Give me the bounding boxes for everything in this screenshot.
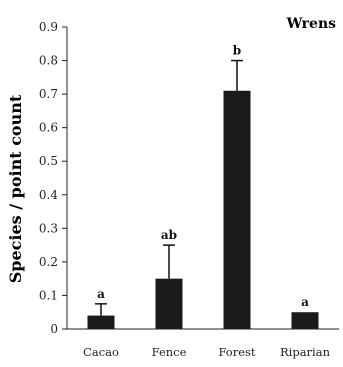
significance-label-cacao: a (97, 287, 105, 301)
x-category-label: Riparian (280, 345, 331, 359)
x-category-label: Forest (218, 345, 255, 359)
bars-group: a ab b a (87, 44, 319, 329)
y-tick-label: 0.6 (39, 121, 58, 135)
significance-label-forest: b (233, 44, 241, 58)
y-tick-label: 0.7 (39, 87, 58, 101)
y-tick-label: 0.5 (39, 154, 58, 168)
x-category-label: Fence (152, 345, 187, 359)
bar-cacao (87, 315, 115, 329)
x-category-label: Cacao (83, 345, 119, 359)
y-tick-label: 0 (50, 322, 58, 336)
y-tick-label: 0.9 (39, 20, 58, 34)
y-tick-label: 0.4 (39, 188, 58, 202)
y-tick-label: 0.2 (39, 255, 58, 269)
y-tick-label: 0.3 (39, 221, 58, 235)
chart-title: Wrens (286, 16, 337, 32)
bar-forest (223, 90, 251, 329)
x-axis: Cacao Fence Forest Riparian (67, 328, 339, 359)
bar-riparian (291, 312, 319, 329)
bar-fence (155, 278, 183, 329)
y-tick-label: 0.8 (39, 54, 58, 68)
significance-label-riparian: a (301, 295, 309, 309)
y-tick-label: 0.1 (39, 288, 58, 302)
significance-label-fence: ab (161, 228, 177, 242)
y-axis-title: Species / point count (6, 94, 25, 283)
y-axis: 0 0.1 0.2 0.3 0.4 0.5 0.6 0.7 0.8 0.9 (39, 20, 68, 336)
